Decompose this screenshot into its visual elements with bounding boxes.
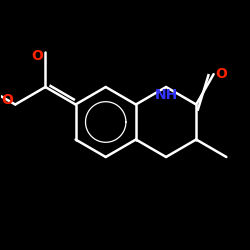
Text: O: O [32, 49, 43, 63]
Text: NH: NH [154, 88, 178, 102]
Text: O: O [1, 94, 13, 108]
Text: O: O [216, 67, 228, 81]
